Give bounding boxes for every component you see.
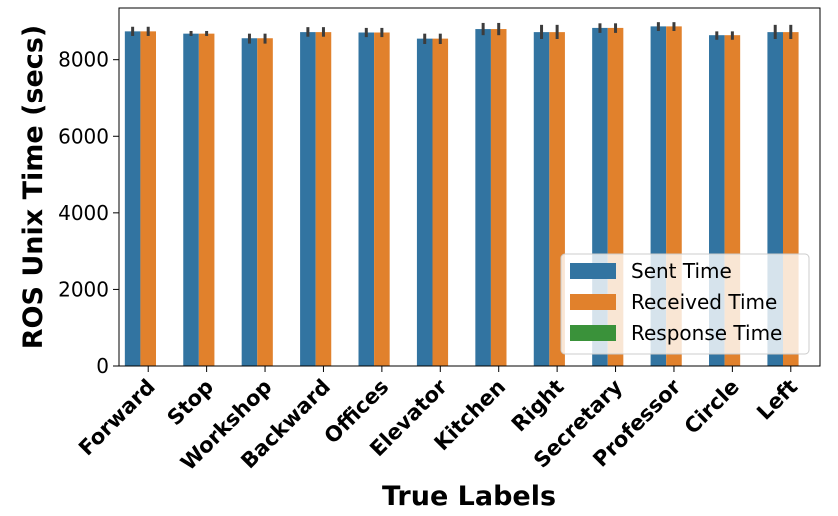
legend-label-response-time: Response Time: [631, 321, 782, 345]
bar-received-time-workshop: [257, 38, 273, 366]
y-axis-label: ROS Unix Time (secs): [18, 25, 49, 349]
y-tick-label: 2000: [58, 277, 109, 301]
bar-received-time-stop: [198, 33, 215, 367]
legend-label-received-time: Received Time: [631, 290, 777, 314]
bar-received-time-backward: [315, 32, 332, 367]
x-tick-label: Circle: [680, 375, 744, 439]
x-tick-label: Left: [752, 375, 802, 425]
bar-sent-time-workshop: [241, 38, 258, 366]
y-tick-label: 8000: [58, 48, 109, 72]
legend-box: [560, 253, 810, 355]
y-tick-label: 4000: [58, 201, 109, 225]
legend-swatch-received-time: [570, 294, 616, 310]
bar-sent-time-stop: [183, 33, 199, 367]
x-tick-label: Stop: [163, 375, 219, 431]
legend-swatch-sent-time: [570, 263, 616, 279]
legend-swatch-response-time: [570, 325, 616, 341]
bar-sent-time-backward: [300, 32, 316, 367]
bar-sent-time-offices: [358, 32, 375, 366]
x-axis-label: True Labels: [382, 481, 556, 512]
bar-received-time-kitchen: [490, 29, 507, 367]
y-tick-label: 0: [96, 354, 109, 378]
bar-received-time-elevator: [432, 38, 449, 366]
x-tick-label: Forward: [74, 375, 160, 461]
bar-received-time-forward: [140, 31, 156, 367]
plot-frame: [118, 7, 821, 367]
bar-sent-time-elevator: [416, 38, 433, 366]
y-tick-label: 6000: [58, 124, 109, 148]
legend-label-sent-time: Sent Time: [631, 259, 732, 283]
bar-sent-time-right: [533, 32, 550, 367]
bar-sent-time-forward: [124, 31, 141, 367]
bar-sent-time-kitchen: [475, 29, 491, 367]
bar-received-time-offices: [374, 32, 390, 366]
